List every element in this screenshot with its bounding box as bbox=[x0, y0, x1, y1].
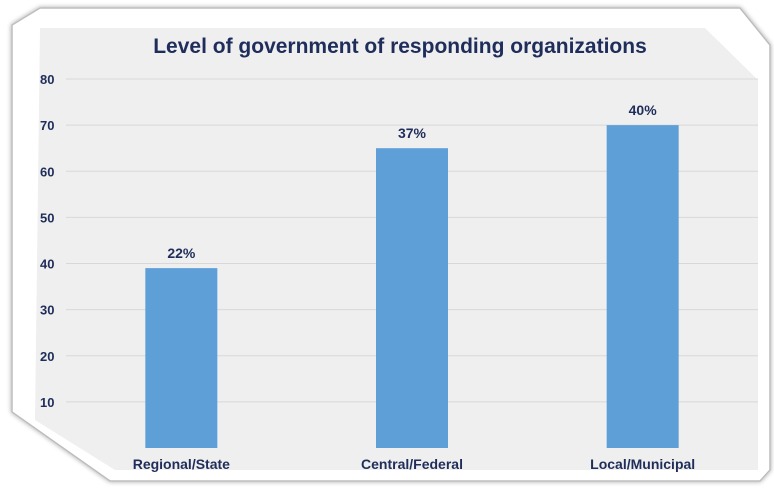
y-tick-label: 60 bbox=[40, 164, 54, 179]
chart-title: Level of government of responding organi… bbox=[153, 35, 647, 58]
bar-central-federal bbox=[376, 148, 448, 448]
y-tick-label: 80 bbox=[40, 72, 54, 87]
data-labels: 22% 37% 40% bbox=[167, 102, 657, 261]
bar-regional-state bbox=[145, 268, 218, 448]
x-tick-label: Central/Federal bbox=[361, 456, 463, 472]
data-label: 40% bbox=[629, 102, 658, 118]
y-tick-label: 40 bbox=[40, 257, 54, 272]
bars bbox=[145, 125, 679, 448]
x-axis-labels: Regional/State Central/Federal Local/Munic… bbox=[133, 456, 695, 472]
y-tick-label: 20 bbox=[40, 349, 54, 364]
y-tick-label: 10 bbox=[40, 395, 54, 410]
x-tick-label: Local/Municipal bbox=[590, 456, 695, 472]
y-tick-label: 70 bbox=[40, 118, 54, 133]
data-label: 22% bbox=[167, 245, 196, 261]
y-axis-ticks: 10 20 30 40 50 60 70 80 bbox=[40, 72, 54, 410]
y-tick-label: 30 bbox=[40, 303, 54, 318]
bar-local-municipal bbox=[606, 125, 679, 448]
x-tick-label: Regional/State bbox=[133, 456, 230, 472]
y-tick-label: 50 bbox=[40, 210, 54, 225]
data-label: 37% bbox=[398, 125, 427, 141]
